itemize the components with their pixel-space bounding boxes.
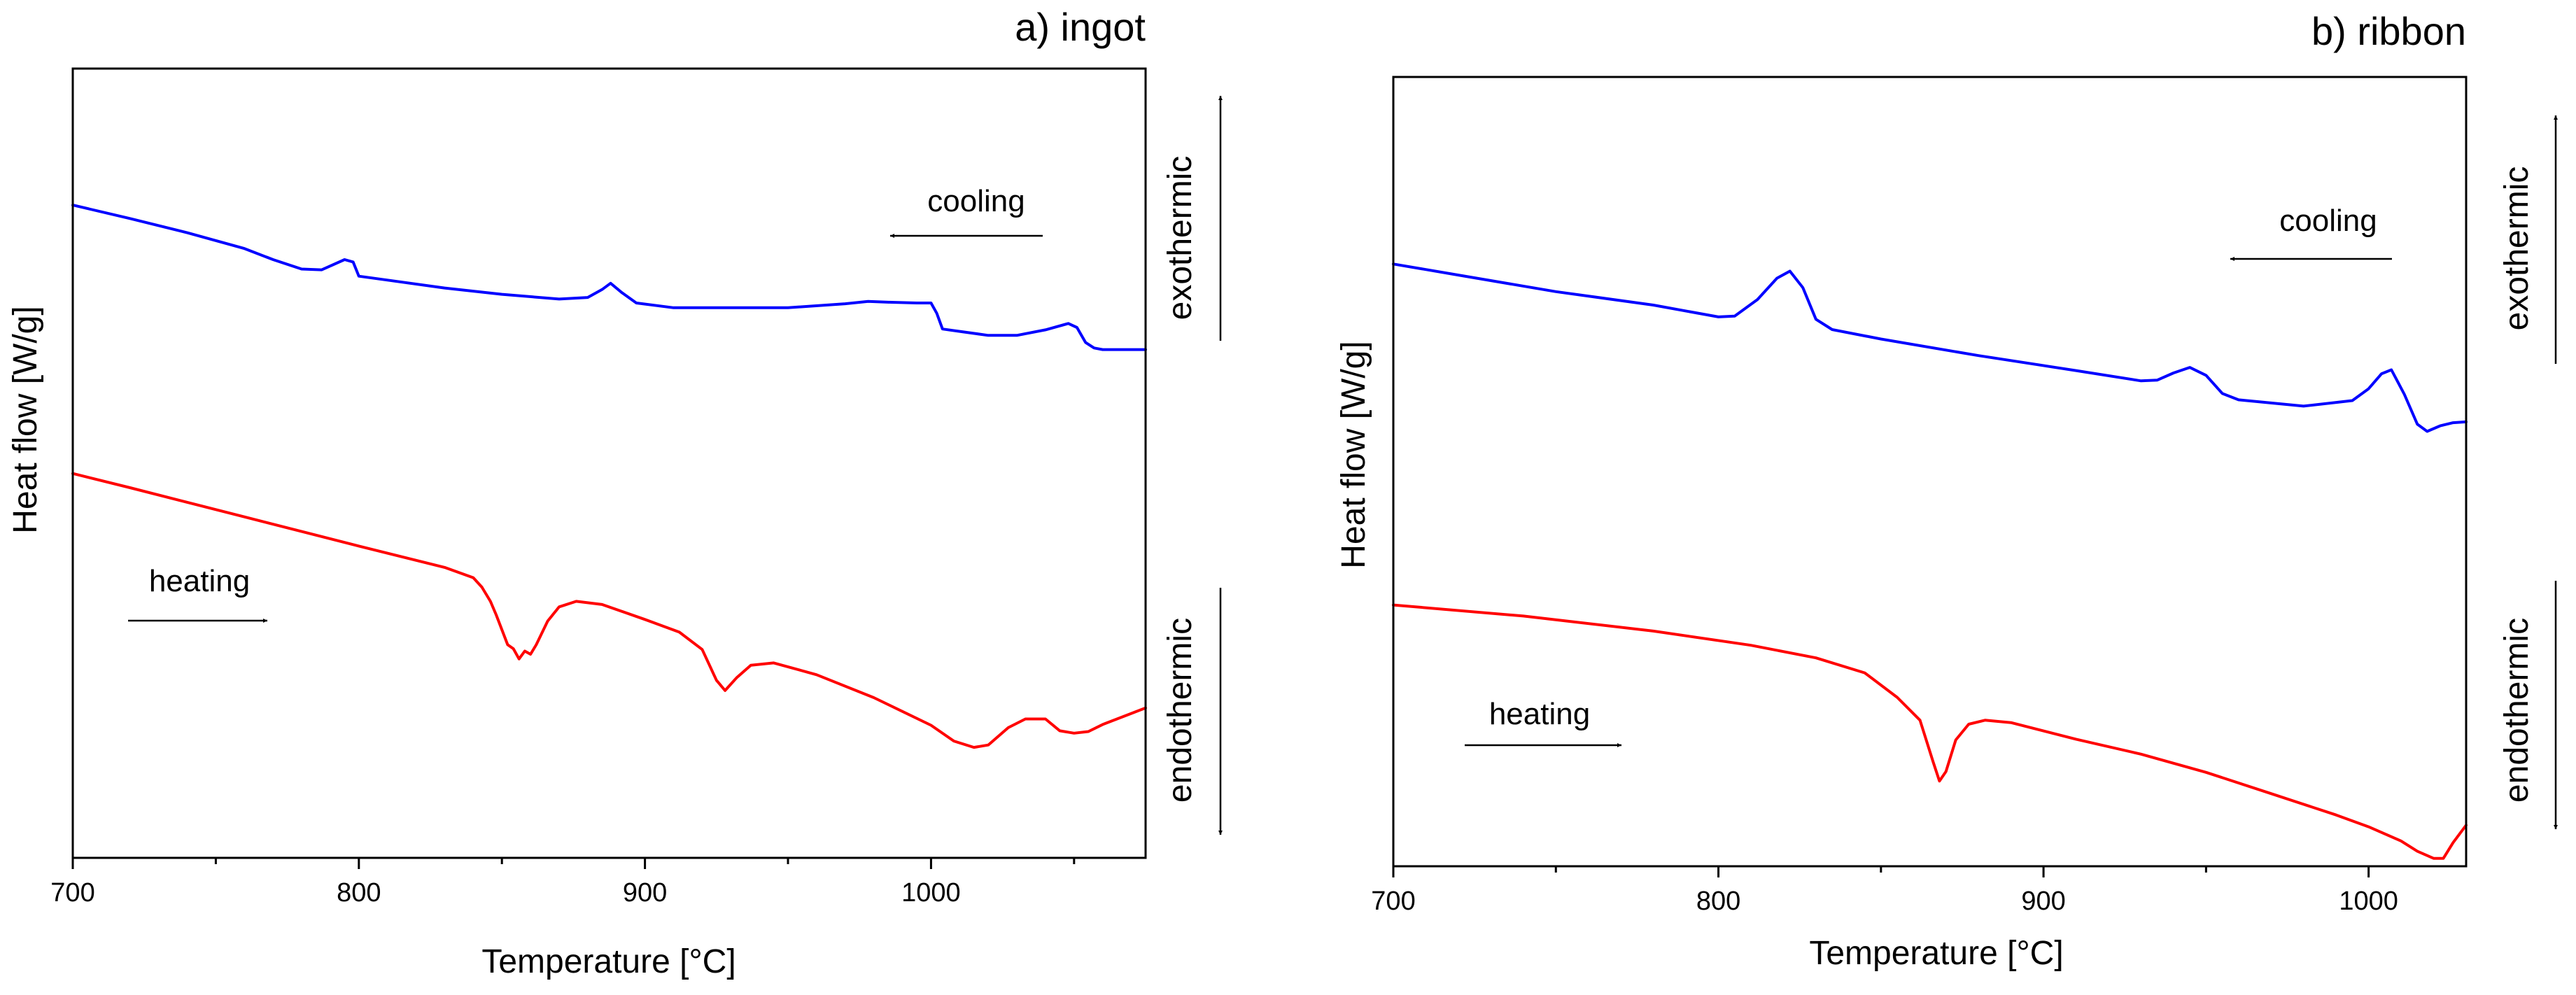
panel-a-x-axis-label: Temperature [°C]	[481, 943, 736, 980]
panel-b-endothermic-label: endothermic	[2498, 618, 2535, 803]
panel-b-exothermic-label: exothermic	[2498, 167, 2535, 331]
panel-b-x-tick-label: 1000	[2339, 887, 2398, 916]
panel-b-heating-curve	[1392, 603, 2468, 860]
panel-b-plot-area	[1392, 76, 2468, 868]
panel-b-x-ticks: 700 800 900 1000	[1371, 866, 2398, 916]
panel-a-x-tick-label: 900	[623, 878, 667, 908]
panel-a-cooling-label: cooling	[927, 184, 1025, 218]
panel-b-title: b) ribbon	[2311, 9, 2466, 53]
panel-a-heating-curve	[71, 472, 1147, 749]
panel-a: a) ingot 700 800 900 1000 Temperature [°C] …	[7, 5, 1223, 980]
panel-a-title: a) ingot	[1015, 5, 1146, 49]
panel-b-x-tick-label: 800	[1696, 887, 1740, 916]
panel-b: b) ribbon 700 800 900 1000 Temperature [°C]…	[1335, 9, 2558, 972]
panel-a-x-ticks: 700 800 900 1000	[50, 858, 1076, 908]
panel-b-cooling-label: cooling	[2279, 204, 2377, 238]
panel-b-series	[1392, 262, 2468, 860]
panel-a-cooling-curve	[71, 204, 1147, 351]
panel-b-cooling-curve	[1392, 262, 2468, 433]
panel-a-endothermic-label: endothermic	[1162, 618, 1199, 803]
panel-a-series	[71, 204, 1147, 749]
panel-a-heating-label: heating	[149, 564, 250, 598]
panel-a-x-tick-label: 700	[50, 878, 94, 908]
panel-b-x-tick-label: 700	[1371, 887, 1415, 916]
panel-b-heating-label: heating	[1489, 697, 1590, 731]
panel-a-y-axis-label: Heat flow [W/g]	[7, 306, 44, 533]
panel-a-plot-area	[71, 67, 1147, 859]
panel-b-x-tick-label: 900	[2021, 887, 2065, 916]
panel-b-y-axis-label: Heat flow [W/g]	[1335, 341, 1372, 568]
panel-b-axes-frame	[1392, 76, 2468, 868]
panel-a-x-tick-label: 800	[337, 878, 381, 908]
panel-a-axes-frame	[71, 67, 1147, 859]
panel-b-x-axis-label: Temperature [°C]	[1809, 935, 2063, 972]
panel-a-x-tick-label: 1000	[901, 878, 961, 908]
panel-a-exothermic-label: exothermic	[1162, 156, 1199, 320]
